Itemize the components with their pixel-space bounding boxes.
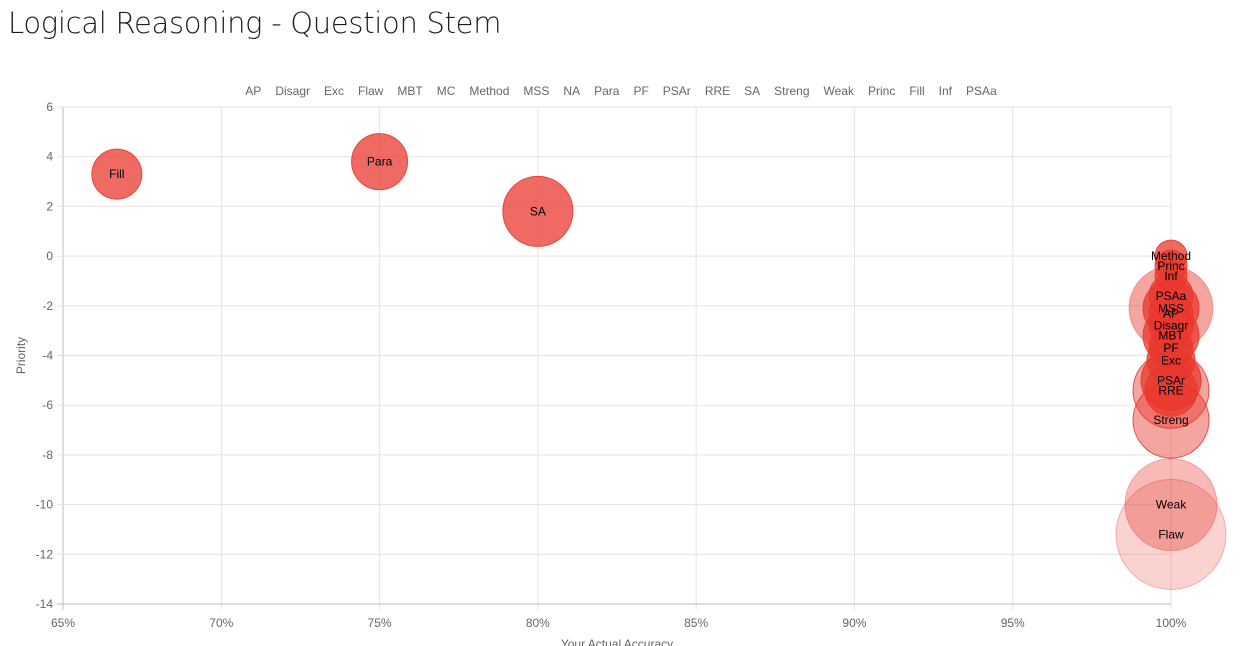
bubble-label-ap: AP: [1163, 306, 1179, 320]
legend-item-pf[interactable]: PF: [633, 84, 648, 98]
x-tick-label: 65%: [51, 616, 75, 630]
chart-axes: 65% 70% 75% 80% 85% 90% 95% 100% 6 4 2 0 -2 -4 -6 -8 -10…: [36, 100, 1187, 630]
y-tick-label: 6: [46, 100, 53, 114]
chart-canvas: 65% 70% 75% 80% 85% 90% 95% 100% 6 4 2 0 -2 -4 -6 -8 -10…: [14, 84, 1227, 646]
y-tick-label: -12: [36, 547, 54, 561]
legend-item-ap[interactable]: AP: [245, 84, 261, 98]
bubble-label-streng: Streng: [1153, 413, 1188, 427]
bubble-label-rre: RRE: [1158, 383, 1183, 397]
bubble-label-exc: Exc: [1161, 353, 1181, 367]
bubble-label-disagr: Disagr: [1154, 319, 1189, 333]
bubble-label-fill: Fill: [109, 167, 124, 181]
y-tick-label: -2: [42, 299, 53, 313]
bubble-label-sa: SA: [530, 204, 546, 218]
legend-item-mbt[interactable]: MBT: [397, 84, 423, 98]
legend-item-psaa[interactable]: PSAa: [966, 84, 997, 98]
bubble-flaw[interactable]: [1115, 478, 1227, 590]
y-tick-label: 0: [46, 249, 53, 263]
bubble-label-flaw: Flaw: [1158, 527, 1184, 541]
legend-item-method[interactable]: Method: [469, 84, 509, 98]
y-tick-label: -8: [42, 448, 53, 462]
legend-item-flaw[interactable]: Flaw: [358, 84, 384, 98]
chart-grid: [57, 106, 1172, 610]
bubble-rre[interactable]: [1144, 363, 1198, 417]
legend-item-weak[interactable]: Weak: [824, 84, 855, 98]
legend-item-mss[interactable]: MSS: [523, 84, 549, 98]
y-tick-label: 4: [46, 150, 53, 164]
y-tick-label: 2: [46, 199, 53, 213]
bubble-label-inf: Inf: [1164, 269, 1178, 283]
y-tick-label: -6: [42, 398, 53, 412]
legend-item-rre[interactable]: RRE: [705, 84, 730, 98]
legend-item-psar[interactable]: PSAr: [663, 84, 691, 98]
page-title: Logical Reasoning - Question Stem: [8, 6, 502, 40]
bubble-label-mss: MSS: [1158, 301, 1184, 315]
legend-item-na[interactable]: NA: [563, 84, 580, 98]
chart-bubbles[interactable]: [91, 133, 1227, 590]
chart-legend[interactable]: AP Disagr Exc Flaw MBT MC Method MSS NA Para PF PSA…: [245, 84, 997, 98]
legend-item-princ[interactable]: Princ: [868, 84, 895, 98]
x-tick-label: 90%: [842, 616, 866, 630]
legend-item-para[interactable]: Para: [594, 84, 620, 98]
legend-item-inf[interactable]: Inf: [939, 84, 953, 98]
legend-item-exc[interactable]: Exc: [324, 84, 344, 98]
bubble-label-para: Para: [367, 155, 393, 169]
bubble-label-method: Method: [1151, 249, 1191, 263]
legend-item-streng[interactable]: Streng: [774, 84, 809, 98]
bubble-label-psar: PSAr: [1157, 373, 1185, 387]
bubble-label-mbt: MBT: [1158, 329, 1184, 343]
bubble-fill[interactable]: [91, 148, 143, 200]
legend-item-fill[interactable]: Fill: [909, 84, 924, 98]
bubble-label-pf: PF: [1163, 341, 1178, 355]
legend-item-disagr[interactable]: Disagr: [275, 84, 310, 98]
legend-item-sa[interactable]: SA: [744, 84, 760, 98]
y-tick-label: -14: [36, 597, 54, 611]
y-tick-label: -10: [36, 498, 54, 512]
x-tick-label: 100%: [1156, 616, 1187, 630]
bubble-weak[interactable]: [1124, 458, 1218, 552]
y-tick-label: -4: [42, 349, 53, 363]
x-tick-label: 95%: [1001, 616, 1025, 630]
bubble-sa[interactable]: [502, 175, 574, 247]
x-tick-label: 85%: [684, 616, 708, 630]
bubble-label-princ: Princ: [1157, 259, 1184, 273]
y-axis-title: Priority: [14, 337, 28, 374]
x-axis-title: Your Actual Accuracy: [561, 637, 673, 646]
bubble-streng[interactable]: [1132, 381, 1210, 459]
x-tick-label: 70%: [209, 616, 233, 630]
bubble-para[interactable]: [351, 133, 409, 191]
x-tick-label: 75%: [368, 616, 392, 630]
legend-item-mc[interactable]: MC: [437, 84, 456, 98]
bubble-chart: 65% 70% 75% 80% 85% 90% 95% 100% 6 4 2 0 -2 -4 -6 -8 -10…: [0, 60, 1242, 646]
bubble-label-psaa: PSAa: [1156, 289, 1187, 303]
x-tick-label: 80%: [526, 616, 550, 630]
bubble-label-weak: Weak: [1156, 498, 1187, 512]
